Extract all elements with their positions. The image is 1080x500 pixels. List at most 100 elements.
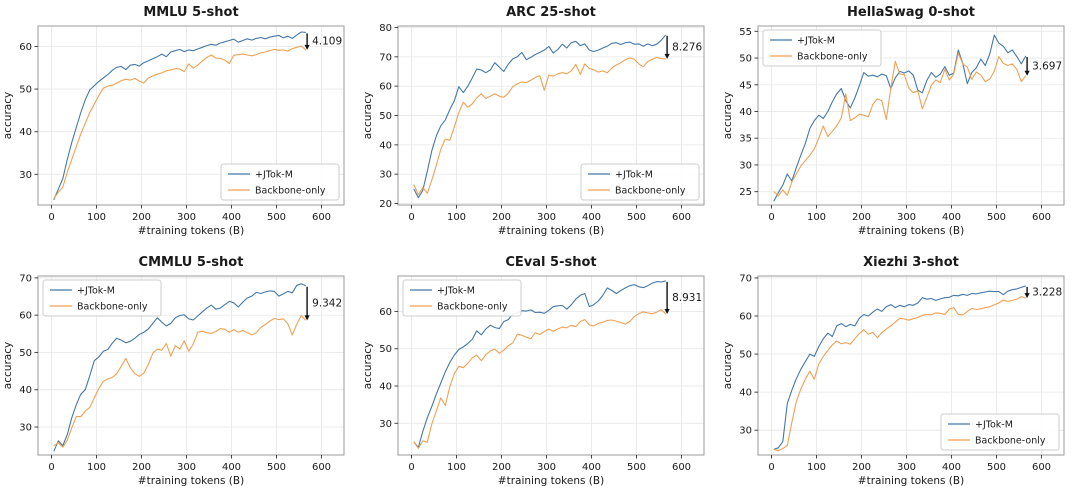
x-tick-label: 0 (768, 462, 774, 473)
legend-label: +JTok-M (975, 420, 1013, 431)
x-tick-label: 600 (672, 462, 691, 473)
y-tick-label: 50 (379, 344, 392, 355)
legend-box (580, 163, 700, 201)
x-tick-label: 300 (177, 462, 196, 473)
x-tick-label: 600 (312, 212, 331, 223)
axis-ticks: 0 100 200 300 400 500 600 20 30 40 50 60 70 80 (379, 23, 691, 223)
y-tick-label: 60 (379, 307, 392, 318)
x-tick-label: 400 (942, 462, 961, 473)
legend-label: Backbone-only (255, 186, 326, 197)
gap-value-label: 8.931 (672, 292, 702, 304)
legend-label: Backbone-only (615, 186, 686, 197)
gap-arrowhead-icon (304, 44, 310, 50)
chart-hellaswag-0-shot: 0 100 200 300 400 500 600 25 30 35 40 45 50 55 HellaSw… (720, 0, 1080, 250)
gap-arrowhead-icon (1024, 70, 1030, 76)
gap-value-label: 9.342 (312, 298, 342, 310)
plot-border (397, 275, 705, 456)
legend-box (402, 279, 522, 317)
y-tick-label: 50 (379, 111, 392, 122)
chart-ceval-5-shot: 0 100 200 300 400 500 600 30 40 50 60 CEval 5-shot #… (360, 250, 720, 500)
series-line-jtok-m (53, 31, 306, 201)
x-axis-label: #training tokens (B) (138, 225, 244, 237)
y-tick-label: 30 (19, 170, 32, 181)
x-tick-label: 200 (132, 212, 151, 223)
y-axis-label: accuracy (722, 92, 734, 139)
axis-ticks: 0 100 200 300 400 500 600 30 40 50 60 (379, 307, 691, 473)
x-tick-label: 600 (672, 212, 691, 223)
chart-xiezhi-3-shot: 0 100 200 300 400 500 600 30 40 50 60 70 Xiezhi 3-sh… (720, 250, 1080, 500)
x-tick-label: 100 (447, 462, 466, 473)
series-line-backbone-only (53, 314, 307, 448)
series-line-jtok-m (413, 34, 667, 199)
y-tick-label: 60 (19, 42, 32, 53)
x-tick-label: 500 (627, 212, 646, 223)
x-tick-label: 300 (537, 462, 556, 473)
x-axis-label: #training tokens (B) (498, 225, 604, 237)
gap-annotation: 8.931 (664, 281, 702, 315)
y-tick-label: 55 (739, 27, 752, 38)
x-tick-label: 200 (492, 462, 511, 473)
legend-label: Backbone-only (77, 302, 148, 313)
axis-ticks: 0 100 200 300 400 500 600 30 40 50 60 70 (739, 273, 1051, 473)
x-tick-label: 500 (987, 462, 1006, 473)
chart-canvas: 0 100 200 300 400 500 600 30 40 50 60 70 Xiezhi 3-sh… (722, 255, 1065, 487)
x-tick-label: 100 (87, 462, 106, 473)
x-tick-label: 0 (48, 212, 54, 223)
y-tick-label: 40 (19, 127, 32, 138)
axis-ticks: 0 100 200 300 400 500 600 30 40 50 60 70 (19, 273, 331, 473)
chart-mmlu-5-shot: 0 100 200 300 400 500 600 30 40 50 60 MMLU 5-shot #t… (0, 0, 360, 250)
gap-value-label: 3.697 (1032, 60, 1062, 72)
legend-box (940, 413, 1060, 451)
axis-ticks: 0 100 200 300 400 500 600 30 40 50 60 (19, 42, 331, 223)
legend: +JTok-M Backbone-only (762, 29, 882, 67)
legend: +JTok-M Backbone-only (220, 163, 340, 201)
y-tick-label: 30 (739, 160, 752, 171)
y-tick-label: 30 (19, 423, 32, 434)
x-tick-label: 100 (807, 462, 826, 473)
x-tick-label: 400 (222, 212, 241, 223)
y-tick-label: 30 (739, 426, 752, 437)
y-tick-label: 40 (19, 385, 32, 396)
gap-arrowhead-icon (304, 315, 310, 321)
series-line-backbone-only (773, 296, 1026, 452)
grid-lines (38, 26, 344, 205)
series-line-backbone-only (773, 52, 1027, 197)
x-axis-label: #training tokens (B) (858, 475, 964, 487)
legend-label: Backbone-only (975, 436, 1046, 447)
x-tick-label: 600 (312, 462, 331, 473)
x-tick-label: 100 (807, 212, 826, 223)
y-tick-label: 20 (379, 199, 392, 210)
y-tick-label: 40 (739, 107, 752, 118)
x-axis-label: #training tokens (B) (138, 475, 244, 487)
legend-label: +JTok-M (797, 36, 835, 47)
axis-ticks: 0 100 200 300 400 500 600 25 30 35 40 45 50 55 (739, 27, 1051, 223)
y-axis-label: accuracy (722, 342, 734, 389)
chart-title: HellaSwag 0-shot (847, 5, 975, 20)
x-tick-label: 0 (408, 212, 414, 223)
y-tick-label: 40 (379, 140, 392, 151)
y-tick-label: 70 (739, 273, 752, 284)
series-line-jtok-m (53, 283, 307, 452)
gap-annotation: 8.276 (664, 35, 702, 59)
y-tick-label: 60 (379, 82, 392, 93)
chart-title: CEval 5-shot (505, 255, 596, 270)
x-tick-label: 400 (222, 462, 241, 473)
legend-label: Backbone-only (437, 302, 508, 313)
legend: +JTok-M Backbone-only (42, 279, 162, 317)
x-tick-label: 300 (177, 212, 196, 223)
x-tick-label: 300 (897, 462, 916, 473)
legend-label: Backbone-only (797, 52, 868, 63)
gap-annotation: 4.109 (304, 33, 342, 50)
y-tick-label: 30 (379, 419, 392, 430)
series-line-backbone-only (413, 56, 666, 196)
chart-title: ARC 25-shot (506, 5, 596, 20)
y-tick-label: 25 (739, 187, 752, 198)
x-tick-label: 600 (1032, 212, 1051, 223)
x-tick-label: 500 (267, 212, 286, 223)
chart-canvas: 0 100 200 300 400 500 600 30 40 50 60 MMLU 5-shot #t… (2, 5, 345, 237)
chart-title: MMLU 5-shot (143, 5, 238, 20)
gap-value-label: 8.276 (672, 41, 702, 53)
y-tick-label: 40 (739, 388, 752, 399)
x-tick-label: 300 (537, 212, 556, 223)
